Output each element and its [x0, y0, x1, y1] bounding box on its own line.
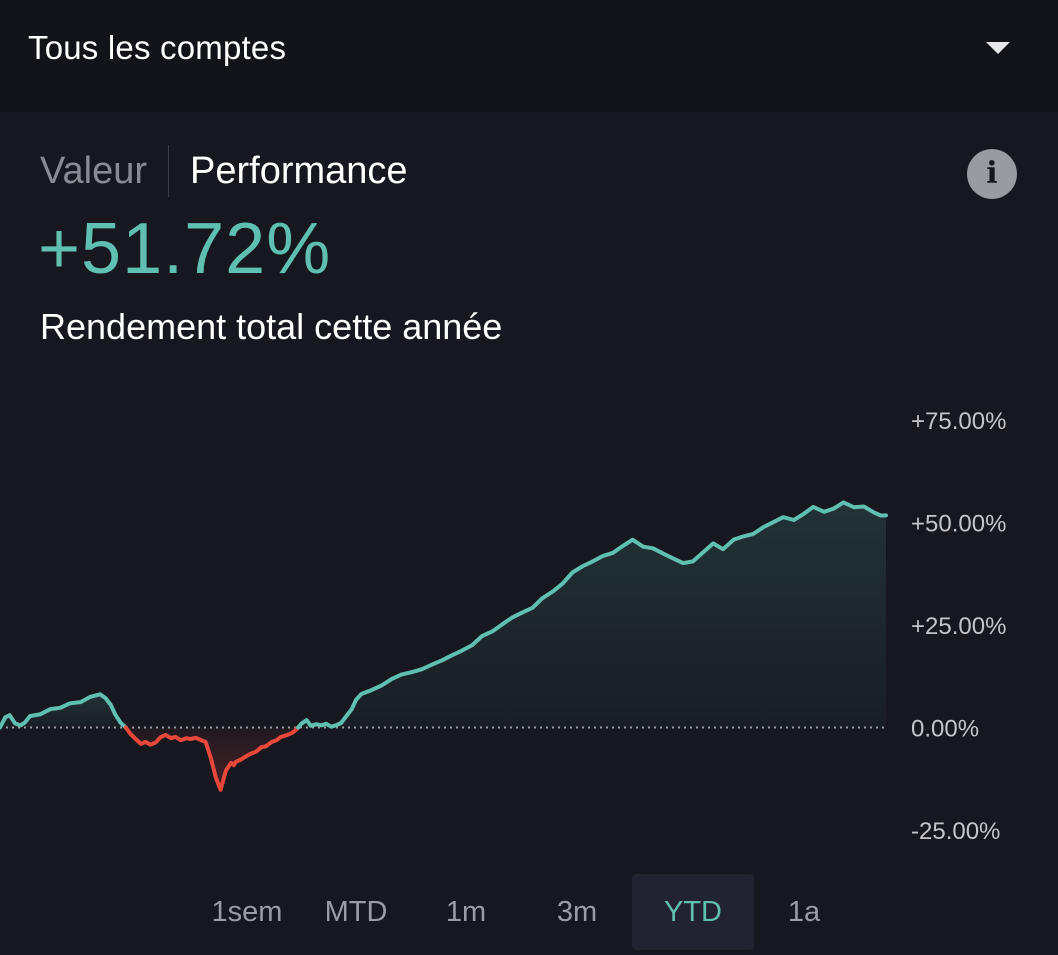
range-tab-1a[interactable]: 1a — [787, 895, 821, 928]
range-tabs: 1sem MTD 1m 3m YTD 1a — [192, 874, 854, 950]
account-selector-label: Tous les comptes — [28, 29, 287, 66]
info-icon: i — [986, 156, 998, 191]
gain-area — [298, 502, 886, 728]
range-tab-ytd[interactable]: YTD — [632, 874, 754, 950]
view-tabs: Valeur Performance — [40, 145, 408, 197]
gain-area — [0, 694, 126, 728]
performance-line-positive — [0, 692, 128, 730]
range-tab-1sem[interactable]: 1sem — [211, 895, 283, 928]
performance-caption: Rendement total cette année — [40, 306, 503, 347]
y-tick-label: +50.00% — [911, 511, 1006, 538]
y-tick-label: 0.00% — [911, 716, 979, 743]
range-tab-3m[interactable]: 3m — [556, 895, 598, 928]
account-selector[interactable]: Tous les comptes — [0, 0, 1058, 112]
y-tick-label: -25.00% — [911, 818, 1000, 845]
performance-line-positive — [296, 500, 888, 730]
y-tick-label: +25.00% — [911, 613, 1006, 640]
performance-chart[interactable]: +75.00% +50.00% +25.00% 0.00% -25.00% — [0, 380, 1058, 860]
range-tab-mtd[interactable]: MTD — [324, 895, 388, 928]
info-button[interactable]: i — [967, 149, 1017, 199]
tab-divider — [168, 145, 170, 197]
tab-valeur[interactable]: Valeur — [40, 149, 148, 192]
y-tick-label: +75.00% — [911, 408, 1006, 435]
chevron-down-icon[interactable] — [986, 42, 1010, 54]
performance-value: +51.72% — [38, 209, 332, 289]
tab-performance[interactable]: Performance — [190, 149, 408, 192]
performance-line-negative — [123, 725, 301, 792]
range-tab-1m[interactable]: 1m — [445, 895, 487, 928]
